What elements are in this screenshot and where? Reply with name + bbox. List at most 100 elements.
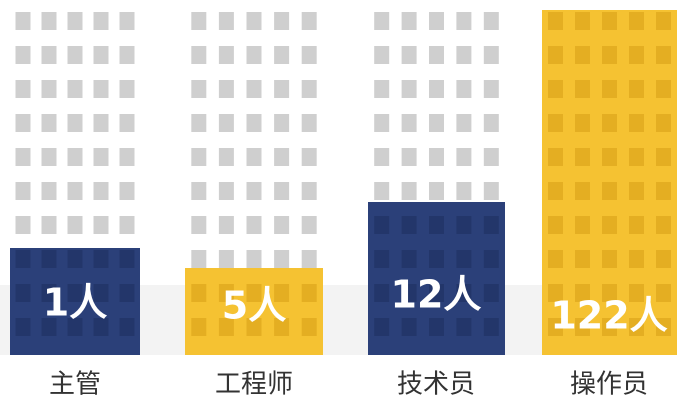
window <box>246 284 262 302</box>
window <box>548 12 563 30</box>
window <box>274 284 290 302</box>
window <box>119 12 135 30</box>
window <box>374 250 390 268</box>
window <box>93 12 109 30</box>
window <box>374 182 390 200</box>
window <box>67 12 83 30</box>
window <box>575 80 590 98</box>
window <box>191 284 207 302</box>
window <box>41 148 57 166</box>
window <box>246 216 262 234</box>
window <box>93 46 109 64</box>
window <box>629 80 644 98</box>
window <box>41 216 57 234</box>
window <box>429 46 444 64</box>
window <box>656 148 671 166</box>
window <box>191 114 207 132</box>
window <box>67 216 83 234</box>
window <box>274 80 290 98</box>
window <box>93 182 109 200</box>
window <box>483 46 499 64</box>
window <box>301 46 317 64</box>
window <box>119 250 135 268</box>
window <box>575 12 590 30</box>
window <box>274 250 290 268</box>
window <box>602 250 617 268</box>
window <box>602 46 617 64</box>
window <box>602 114 617 132</box>
category-label: 主管 <box>49 370 101 400</box>
window <box>218 114 234 132</box>
window <box>246 46 262 64</box>
window <box>656 318 671 336</box>
window <box>67 114 83 132</box>
window <box>401 250 417 268</box>
window <box>483 284 499 302</box>
window <box>656 216 671 234</box>
window <box>67 148 83 166</box>
window <box>218 318 234 336</box>
window <box>429 80 444 98</box>
window <box>191 80 207 98</box>
window <box>575 216 590 234</box>
window <box>374 318 390 336</box>
window <box>191 12 207 30</box>
window <box>374 284 390 302</box>
window <box>483 80 499 98</box>
window <box>456 318 472 336</box>
window <box>456 284 472 302</box>
window <box>191 182 207 200</box>
window <box>191 216 207 234</box>
window <box>629 216 644 234</box>
window <box>456 114 472 132</box>
window <box>429 284 444 302</box>
window <box>483 318 499 336</box>
window <box>246 148 262 166</box>
window <box>246 250 262 268</box>
window <box>629 284 644 302</box>
window <box>656 284 671 302</box>
window <box>301 318 317 336</box>
window <box>401 318 417 336</box>
building-fill <box>185 268 323 355</box>
window <box>218 284 234 302</box>
window <box>483 250 499 268</box>
window <box>67 80 83 98</box>
window <box>301 148 317 166</box>
window <box>67 318 83 336</box>
window <box>602 80 617 98</box>
count-label: 1人 <box>43 281 107 325</box>
window <box>548 148 563 166</box>
window <box>483 12 499 30</box>
category-label: 操作员 <box>570 370 648 400</box>
window <box>656 80 671 98</box>
window <box>602 284 617 302</box>
window <box>119 80 135 98</box>
window <box>548 46 563 64</box>
window <box>602 12 617 30</box>
window <box>548 80 563 98</box>
count-label: 122人 <box>550 294 667 338</box>
window <box>374 114 390 132</box>
count-label: 12人 <box>391 273 482 317</box>
window <box>93 250 109 268</box>
window <box>301 80 317 98</box>
window <box>218 182 234 200</box>
window <box>456 12 472 30</box>
window <box>602 148 617 166</box>
window <box>483 182 499 200</box>
window <box>15 46 31 64</box>
window <box>67 182 83 200</box>
window <box>602 216 617 234</box>
window <box>41 318 57 336</box>
window <box>656 46 671 64</box>
window <box>548 318 563 336</box>
window <box>119 182 135 200</box>
window <box>575 250 590 268</box>
window <box>274 114 290 132</box>
window <box>15 12 31 30</box>
window <box>374 80 390 98</box>
window <box>119 318 135 336</box>
window <box>656 182 671 200</box>
